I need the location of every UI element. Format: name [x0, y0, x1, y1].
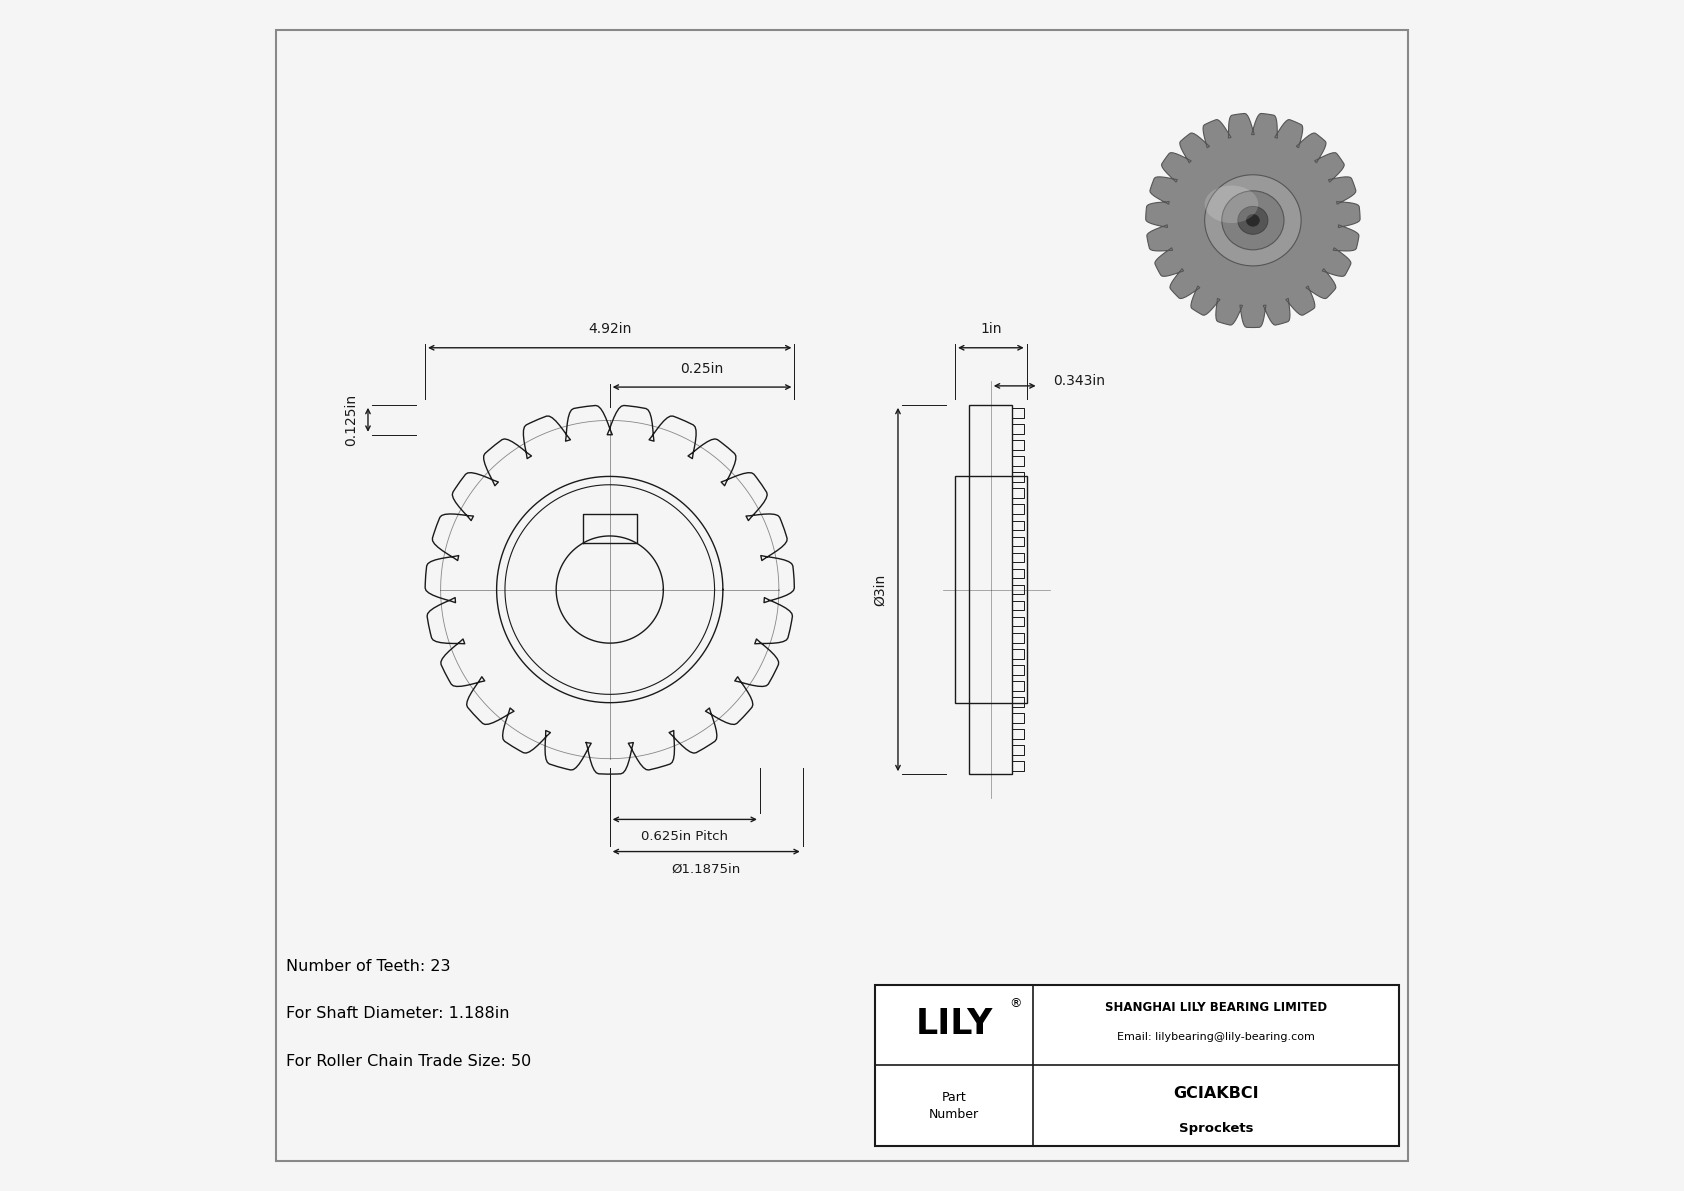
- Ellipse shape: [1246, 214, 1260, 226]
- Text: For Shaft Diameter: 1.188in: For Shaft Diameter: 1.188in: [286, 1006, 509, 1022]
- Text: Sprockets: Sprockets: [1179, 1122, 1253, 1135]
- Text: For Roller Chain Trade Size: 50: For Roller Chain Trade Size: 50: [286, 1054, 530, 1070]
- Polygon shape: [1145, 113, 1361, 328]
- Text: 0.25in: 0.25in: [680, 362, 724, 376]
- Text: GCIAKBCI: GCIAKBCI: [1174, 1086, 1258, 1100]
- Text: 0.343in: 0.343in: [1052, 374, 1105, 388]
- Text: SHANGHAI LILY BEARING LIMITED: SHANGHAI LILY BEARING LIMITED: [1105, 1000, 1327, 1014]
- Text: 0.125in: 0.125in: [345, 394, 359, 445]
- Bar: [955, 476, 1027, 703]
- Ellipse shape: [1204, 175, 1302, 266]
- Ellipse shape: [1204, 186, 1258, 223]
- Text: Ø3in: Ø3in: [874, 573, 887, 606]
- Text: Number of Teeth: 23: Number of Teeth: 23: [286, 959, 450, 974]
- Ellipse shape: [1223, 191, 1283, 250]
- Text: LILY: LILY: [916, 1006, 992, 1041]
- Text: 0.625in Pitch: 0.625in Pitch: [642, 830, 727, 843]
- Text: 1in: 1in: [980, 322, 1002, 336]
- Bar: [876, 985, 1399, 1146]
- Text: Part
Number: Part Number: [930, 1091, 978, 1121]
- Ellipse shape: [1238, 206, 1268, 235]
- Text: Email: lilybearing@lily-bearing.com: Email: lilybearing@lily-bearing.com: [1116, 1033, 1315, 1042]
- Text: 4.92in: 4.92in: [588, 322, 632, 336]
- Bar: [970, 405, 1012, 774]
- Text: Ø1.1875in: Ø1.1875in: [672, 862, 741, 875]
- Text: ®: ®: [1010, 997, 1022, 1010]
